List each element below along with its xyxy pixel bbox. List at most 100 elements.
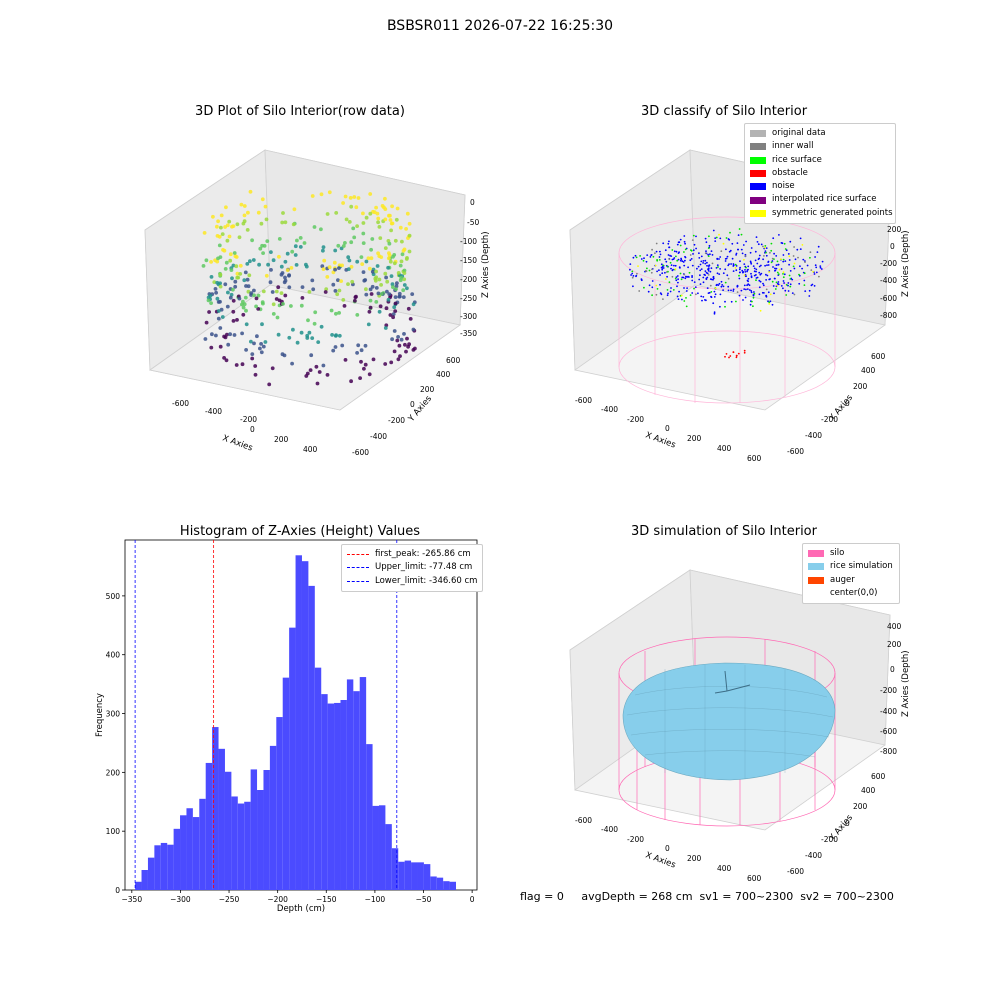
classified-point — [732, 351, 735, 353]
raw-data-point — [261, 289, 266, 294]
classified-point — [655, 284, 658, 287]
raw-data-point — [243, 295, 248, 300]
raw-data-point — [364, 287, 368, 292]
classified-point — [743, 288, 746, 290]
raw-data-point — [241, 312, 246, 317]
classified-point — [776, 271, 779, 274]
classified-point — [651, 280, 654, 282]
raw-data-point — [213, 258, 217, 263]
legend-label: auger — [830, 574, 855, 585]
raw-data-point — [260, 197, 265, 202]
histogram-bar — [276, 717, 283, 890]
histogram-bar — [417, 862, 424, 890]
classified-point — [709, 253, 711, 256]
raw-z-tick: -50 — [467, 218, 479, 227]
raw-data-point — [369, 292, 374, 296]
raw-data-point — [231, 298, 236, 303]
legend-item: interpolated rice surface — [750, 193, 890, 206]
classify-y-ticks: -600 -400 -200 0 200 400 600 — [787, 352, 886, 456]
raw-x-tick: -400 — [205, 407, 222, 416]
raw-data-point — [374, 269, 378, 274]
raw-data-point — [411, 302, 416, 307]
classified-point — [724, 258, 727, 260]
raw-data-point — [377, 277, 382, 282]
histogram-bar — [257, 790, 264, 890]
classified-point — [678, 241, 681, 244]
raw-data-point — [236, 275, 241, 280]
raw-data-point — [219, 213, 224, 218]
classified-point — [689, 294, 692, 296]
y-tick-label: 0 — [115, 886, 120, 895]
raw-data-point — [396, 335, 400, 339]
classified-point — [673, 250, 676, 253]
classified-point — [727, 277, 730, 280]
classified-point — [666, 294, 669, 297]
classified-point — [719, 293, 722, 296]
classified-point — [656, 270, 658, 273]
raw-data-point — [224, 205, 228, 210]
raw-data-point — [341, 298, 346, 302]
raw-data-point — [371, 357, 376, 362]
classified-point — [702, 296, 705, 298]
simulation-x-tick: 400 — [717, 864, 732, 873]
raw-data-point — [223, 267, 228, 271]
raw-data-point — [269, 268, 273, 272]
raw-data-point — [246, 289, 251, 294]
x-tick-label: −100 — [365, 895, 386, 904]
histogram-bar — [308, 585, 315, 890]
classified-point — [702, 276, 705, 279]
raw-data-point — [355, 259, 360, 264]
classified-point — [789, 240, 792, 243]
raw-data-point — [402, 277, 407, 282]
raw-data-point — [277, 237, 282, 241]
raw-3d-box — [144, 149, 466, 411]
classified-point — [793, 267, 796, 270]
y-tick-label: 300 — [106, 710, 121, 719]
raw-data-point — [354, 205, 359, 210]
classify-y-tick: 600 — [871, 352, 886, 361]
raw-data-point — [407, 233, 412, 238]
classified-point — [707, 247, 710, 249]
classified-point — [775, 264, 778, 266]
histogram-bar — [449, 881, 456, 890]
classified-point — [677, 281, 679, 284]
classified-point — [668, 258, 671, 261]
raw-data-point — [388, 218, 393, 222]
classified-point — [793, 293, 796, 296]
figure-title: BSBSR011 2026-07-22 16:25:30 — [386, 18, 614, 34]
classified-point — [709, 284, 712, 287]
classified-point — [770, 261, 773, 264]
classified-point — [738, 274, 740, 277]
classified-point — [765, 279, 767, 281]
classified-point — [750, 261, 752, 264]
classified-point — [771, 257, 774, 260]
raw-data-point — [267, 382, 272, 387]
raw-data-point — [237, 296, 242, 301]
raw-data-point — [341, 244, 346, 248]
classified-point — [706, 287, 709, 289]
classified-point — [746, 270, 748, 273]
classified-point — [798, 273, 800, 276]
raw-data-point — [404, 349, 408, 354]
classified-point — [771, 280, 774, 283]
classified-point — [660, 263, 663, 266]
raw-data-point — [327, 190, 332, 195]
raw-data-point — [367, 309, 372, 314]
histogram-bar — [244, 801, 251, 890]
raw-data-point — [201, 264, 206, 268]
classified-point — [714, 240, 717, 242]
raw-data-point — [394, 284, 399, 289]
classified-point — [704, 237, 707, 240]
raw-data-point — [233, 279, 238, 284]
raw-data-point — [403, 342, 407, 347]
classified-point — [715, 267, 718, 269]
raw-data-point — [364, 215, 369, 220]
classified-point — [720, 280, 723, 283]
classified-point — [697, 292, 699, 295]
classified-point — [727, 289, 730, 292]
raw-data-point — [386, 265, 390, 270]
raw-data-point — [370, 284, 375, 289]
classified-point — [683, 264, 686, 267]
classified-point — [687, 266, 689, 269]
simulation-x-tick: 600 — [747, 874, 762, 883]
